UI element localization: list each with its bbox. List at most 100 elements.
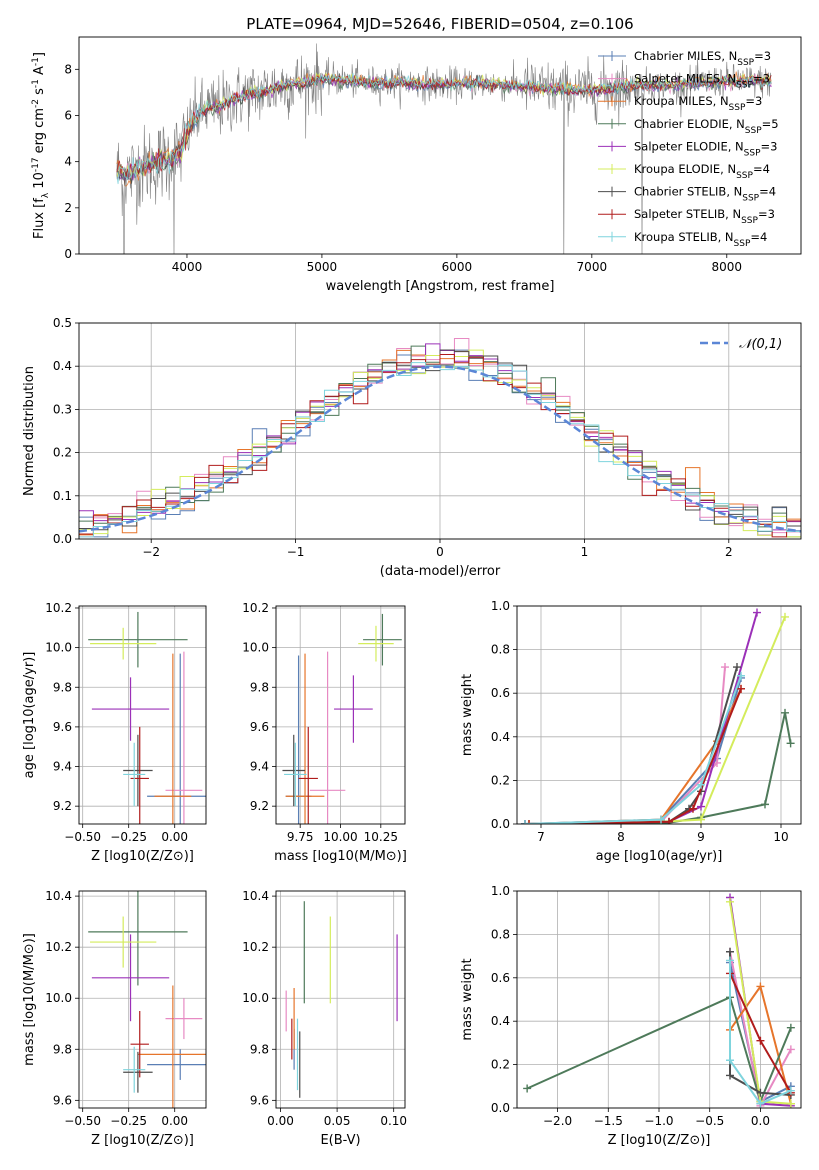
residual-hist-xtick-label-1: −1 bbox=[287, 545, 305, 559]
hist-series-7 bbox=[79, 354, 801, 538]
weight-vs-age-marker-3-4 bbox=[781, 708, 789, 717]
weight-vs-Z-marker-8-1 bbox=[726, 1056, 734, 1065]
age-vs-mass-xtick-label-2: 10.25 bbox=[364, 830, 398, 844]
age-vs-mass-frame bbox=[275, 605, 406, 825]
residual-hist-ytick-label-2: 0.2 bbox=[53, 446, 72, 460]
residual-hist-ytick-label-4: 0.4 bbox=[53, 359, 72, 373]
weight-vs-age-ytick-label-0: 0.0 bbox=[491, 817, 510, 831]
weight-vs-Z-ytick-label-0: 0.0 bbox=[491, 1101, 510, 1115]
residual-hist-xlabel: (data-model)/error bbox=[380, 564, 501, 579]
weight-vs-Z-series-3 bbox=[526, 995, 792, 1105]
weight-vs-Z-marker-5-0 bbox=[726, 897, 734, 906]
age-vs-Z-xtick-label-0: −0.50 bbox=[64, 830, 101, 844]
weight-vs-Z-marker-2-1 bbox=[756, 982, 765, 991]
spectrum-lines bbox=[116, 43, 772, 254]
legend-label-4: Salpeter ELODIE, NSSP=3 bbox=[634, 139, 777, 158]
age-vs-Z-xtick-label-2: 0.00 bbox=[161, 830, 188, 844]
weight-vs-age-marker-8-1 bbox=[657, 815, 665, 824]
residual-hist-ytick-label-3: 0.3 bbox=[53, 402, 72, 416]
age-vs-Z-xtick-label-1: −0.25 bbox=[110, 830, 147, 844]
weight-vs-Z-marker-6-1 bbox=[726, 1071, 734, 1080]
weight-vs-Z-ytick-label-4: 0.8 bbox=[491, 927, 510, 941]
legend-label-3: Chabrier ELODIE, NSSP=5 bbox=[634, 117, 779, 136]
weight-vs-age-xtick-label-2: 9 bbox=[697, 830, 705, 844]
age-vs-mass-axes: 9.75 10.00 10.25 9.2 9.4 9.6 9.8 10.0 10.2 mass [… bbox=[242, 601, 407, 864]
spectrum-ytick-label-1: 2 bbox=[64, 201, 72, 215]
weight-vs-Z-ytick-label-5: 1.0 bbox=[491, 884, 510, 898]
weight-vs-age-marker-6-4 bbox=[733, 663, 741, 672]
weight-vs-Z-marker-1-2 bbox=[786, 1045, 795, 1054]
mass-vs-ebv-xtick-label-1: 0.05 bbox=[324, 1114, 351, 1128]
weight-vs-Z-marker-8-0 bbox=[726, 956, 734, 965]
weight-vs-Z-xtick-label-1: −1.5 bbox=[594, 1114, 623, 1128]
age-vs-mass-xlabel: mass [log10(M/M⊙)] bbox=[274, 849, 407, 864]
spectrum-xtick-label-1: 5000 bbox=[307, 260, 338, 274]
legend-label-7: Salpeter STELIB, NSSP=3 bbox=[634, 207, 775, 226]
model-spectrum-7 bbox=[116, 74, 772, 178]
spectrum-xlabel: wavelength [Angstrom, rest frame] bbox=[326, 279, 555, 294]
weight-vs-Z-marker-8-2 bbox=[756, 1099, 765, 1108]
mass-vs-ebv-xlabel: E(B-V) bbox=[320, 1133, 360, 1148]
spectrum-xtick-label-4: 8000 bbox=[712, 260, 743, 274]
spectrum-axes: 4000 5000 6000 7000 8000 0 2 4 6 8 wavelength [Ang… bbox=[31, 52, 742, 294]
age-vs-Z-ytick-label-1: 9.4 bbox=[53, 760, 72, 774]
weight-vs-age-frame bbox=[516, 605, 802, 825]
weight-vs-Z-marker-3-3 bbox=[786, 1023, 795, 1032]
weight-vs-age-ytick-label-2: 0.4 bbox=[491, 730, 510, 744]
weight-vs-Z-lines bbox=[523, 893, 795, 1108]
weight-vs-age-marker-5-3 bbox=[781, 612, 789, 621]
spectrum-ytick-label-3: 6 bbox=[64, 108, 72, 122]
histogram-steps bbox=[79, 338, 801, 538]
mass-vs-Z-ylabel: mass [log10(M/M⊙)] bbox=[22, 933, 37, 1066]
weight-vs-age-marker-7-3 bbox=[737, 684, 745, 693]
weight-vs-age-marker-8-0 bbox=[521, 820, 529, 824]
mass-vs-Z-ytick-label-0: 9.6 bbox=[53, 1093, 72, 1107]
weight-vs-Z-xtick-label-2: −1.0 bbox=[644, 1114, 673, 1128]
weight-vs-age-marker-8-3 bbox=[737, 671, 745, 680]
age-vs-Z-axes: −0.50 −0.25 0.00 9.2 9.4 9.6 9.8 10.0 10.2 Z [log… bbox=[22, 601, 206, 864]
residual-hist-ylabel: Normed distribution bbox=[22, 366, 37, 496]
weight-vs-age-ylabel: mass weight bbox=[460, 674, 475, 756]
mass-vs-ebv-axes: 0.00 0.05 0.10 9.6 9.8 10.0 10.2 10.4 E(B-V) bbox=[242, 889, 407, 1148]
age-vs-mass-errorbars bbox=[282, 613, 402, 824]
mass-vs-ebv-ytick-label-3: 10.2 bbox=[242, 940, 269, 954]
weight-vs-Z-series-8 bbox=[729, 960, 792, 1105]
weight-vs-age-series-6 bbox=[524, 666, 738, 824]
age-vs-mass-ytick-label-0: 9.2 bbox=[250, 799, 269, 813]
age-vs-Z-ylabel: age [log10(age/yr)] bbox=[22, 652, 37, 779]
weight-vs-age-ytick-label-3: 0.6 bbox=[491, 686, 510, 700]
mass-vs-Z-errorbars bbox=[88, 891, 206, 1108]
weight-vs-age-ytick-label-4: 0.8 bbox=[491, 643, 510, 657]
residual-hist-ytick-label-1: 0.1 bbox=[53, 489, 72, 503]
residual-hist-ytick-label-0: 0.0 bbox=[53, 532, 72, 546]
weight-vs-age-marker-7-1 bbox=[665, 817, 673, 824]
age-vs-Z-xlabel: Z [log10(Z/Z⊙)] bbox=[91, 849, 194, 864]
weight-vs-Z-xlabel: Z [log10(Z/Z⊙)] bbox=[608, 1133, 711, 1148]
weight-vs-age-marker-4-3 bbox=[753, 608, 761, 617]
weight-vs-Z-frame bbox=[516, 890, 802, 1109]
legend-label-5: Kroupa ELODIE, NSSP=4 bbox=[634, 162, 770, 181]
weight-vs-age-xtick-label-3: 10 bbox=[773, 830, 788, 844]
hist-series-4 bbox=[79, 343, 801, 536]
weight-vs-age-marker-3-3 bbox=[761, 800, 769, 809]
weight-vs-age-ytick-label-5: 1.0 bbox=[491, 599, 510, 613]
spectrum-xtick-label-3: 7000 bbox=[577, 260, 608, 274]
weight-vs-age-ytick-label-1: 0.2 bbox=[491, 773, 510, 787]
age-vs-Z-ytick-label-2: 9.6 bbox=[53, 720, 72, 734]
legend-label-1: Salpeter MILES, NSSP=3 bbox=[634, 72, 770, 91]
residual-hist-xtick-label-2: 0 bbox=[436, 545, 444, 559]
residual-hist-frame bbox=[78, 322, 802, 540]
mass-vs-Z-axes: −0.50 −0.25 0.00 9.6 9.8 10.0 10.2 10.4 Z [log10… bbox=[22, 889, 206, 1148]
weight-vs-age-marker-8-2 bbox=[697, 780, 705, 789]
weight-vs-age-marker-7-2 bbox=[689, 804, 697, 813]
mass-vs-Z-ytick-label-1: 9.8 bbox=[53, 1042, 72, 1056]
mass-vs-Z-frame bbox=[78, 890, 207, 1109]
spectrum-frame bbox=[78, 36, 802, 255]
weight-vs-age-xtick-label-1: 8 bbox=[617, 830, 625, 844]
mass-vs-ebv-xtick-label-0: 0.00 bbox=[267, 1114, 294, 1128]
residual-hist-ytick-label-5: 0.5 bbox=[53, 316, 72, 330]
weight-vs-Z-marker-3-0 bbox=[523, 1084, 532, 1093]
spectrum-ytick-label-0: 0 bbox=[64, 247, 72, 261]
weight-vs-age-series-8 bbox=[524, 675, 742, 824]
residual-hist-xtick-label-3: 1 bbox=[581, 545, 589, 559]
